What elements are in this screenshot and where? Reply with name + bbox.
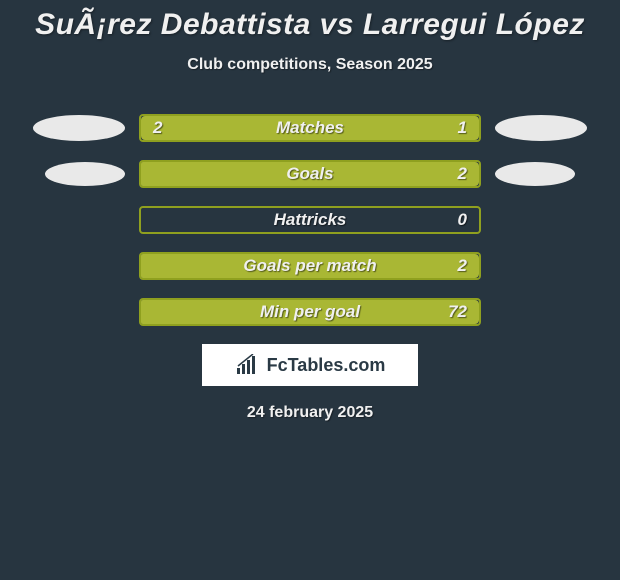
stat-label: Goals per match <box>243 256 376 276</box>
stat-row: Goals 2 <box>8 160 612 188</box>
stat-bar: Goals per match 2 <box>139 252 481 280</box>
stat-row: 2 Matches 1 <box>8 114 612 142</box>
subtitle: Club competitions, Season 2025 <box>0 56 620 74</box>
stat-bar: 2 Matches 1 <box>139 114 481 142</box>
stat-row: Hattricks 0 <box>8 206 612 234</box>
stat-label: Goals <box>286 164 333 184</box>
player-badge-left <box>45 162 125 186</box>
stat-right-value: 2 <box>458 164 467 184</box>
page-title: SuÃ¡rez Debattista vs Larregui López <box>0 0 620 42</box>
stat-bar: Hattricks 0 <box>139 206 481 234</box>
footer-date: 24 february 2025 <box>0 404 620 422</box>
stat-right-value: 0 <box>458 210 467 230</box>
stat-label: Hattricks <box>274 210 347 230</box>
stat-left-value: 2 <box>153 118 162 138</box>
stat-right-value: 1 <box>458 118 467 138</box>
player-badge-right <box>495 162 575 186</box>
stats-container: 2 Matches 1 Goals 2 Hattricks 0 Goals per match… <box>0 114 620 326</box>
stat-row: Goals per match 2 <box>8 252 612 280</box>
stat-label: Matches <box>276 118 344 138</box>
stat-row: Min per goal 72 <box>8 298 612 326</box>
stat-bar: Goals 2 <box>139 160 481 188</box>
player-badge-right <box>495 115 587 141</box>
logo-text: FcTables.com <box>267 355 386 376</box>
player-badge-left <box>33 115 125 141</box>
bar-chart-icon <box>235 354 261 376</box>
stat-right-value: 2 <box>458 256 467 276</box>
comparison-card: SuÃ¡rez Debattista vs Larregui López Clu… <box>0 0 620 580</box>
stat-right-value: 72 <box>448 302 467 322</box>
stat-label: Min per goal <box>260 302 360 322</box>
logo-box: FcTables.com <box>202 344 418 386</box>
stat-bar: Min per goal 72 <box>139 298 481 326</box>
